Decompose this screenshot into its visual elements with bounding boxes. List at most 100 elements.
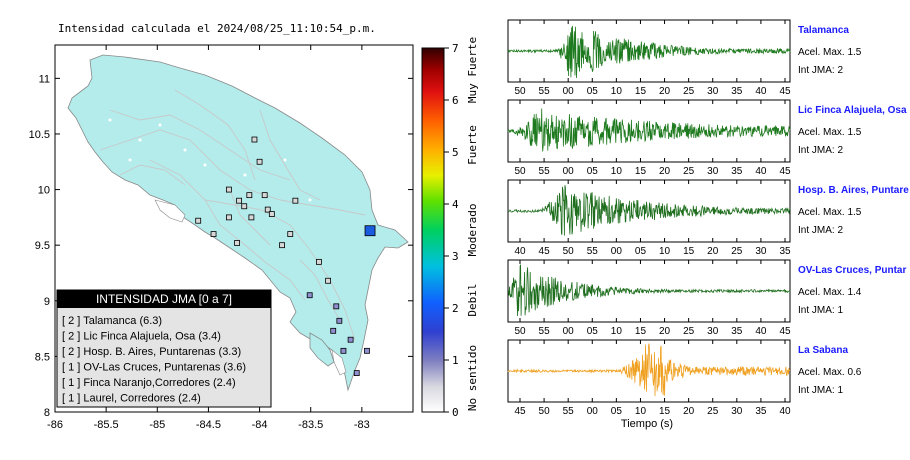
trace-tick-label: 25 [683, 326, 695, 337]
waveform-line [507, 25, 791, 79]
legend-entry: [ 2 ] Talamanca (6.3) [62, 315, 162, 327]
trace-tick-label: 25 [683, 86, 695, 97]
station-marker [340, 347, 347, 354]
colorbar-ticks: 0 1 2 3 4 5 6 7 [444, 42, 459, 419]
trace-tick-label: 55 [539, 86, 551, 97]
colorbar-tick-label: 6 [452, 94, 459, 107]
trace-tick-label: 40 [755, 86, 767, 97]
colorbar-tick-label: 0 [452, 406, 459, 419]
intensity-colorbar: 0 1 2 3 4 5 6 7 No sentido Debil Moderado Fuerte Mu… [421, 37, 479, 419]
trace-panel: 45 50 55 00 05 10 15 20 25 30 35 40 La Sabana Acel. M… [507, 339, 862, 417]
station-marker [225, 186, 232, 193]
station-marker [210, 231, 217, 237]
trace-tick-label: 30 [731, 406, 743, 417]
trace-tick-label: 00 [563, 166, 575, 177]
trace-tick-label: 10 [659, 246, 671, 257]
trace-tick-label: 55 [587, 246, 599, 257]
station-name: OV-Las Cruces, Puntar [798, 265, 906, 276]
station-marker [287, 231, 294, 237]
station-marker [256, 158, 263, 165]
station-marker [236, 197, 243, 204]
map-x-tick-label: -84 [252, 419, 268, 431]
trace-tick-label: 00 [587, 406, 599, 417]
legend-entry: [ 2 ] Hosp. B. Aires, Puntarenas (3.3) [62, 346, 241, 358]
legend-entry: [ 2 ] Lic Finca Alajuela, Osa (3.4) [62, 331, 221, 343]
map-x-tick-label: -85.5 [94, 419, 119, 431]
trace-tick-label: 30 [707, 86, 719, 97]
legend-header [57, 290, 271, 308]
trace-tick-label: 55 [539, 166, 551, 177]
map-y-tick-label: 9.5 [35, 240, 50, 252]
station-acceleration: Acel. Max. 1.5 [798, 207, 862, 218]
station-name: Lic Finca Alajuela, Osa [798, 105, 907, 116]
map-x-tick-label: -86 [47, 419, 63, 431]
colorbar-category-label: Moderado [466, 204, 479, 257]
colorbar-labels: No sentido Debil Moderado Fuerte Muy Fuerte [466, 37, 479, 411]
trace-tick-label: 15 [683, 246, 695, 257]
station-marker [225, 214, 232, 221]
nicoya-gulf-water [154, 199, 186, 223]
legend-entry: [ 1 ] Laurel, Corredores (2.4) [62, 393, 201, 405]
waveform-line [507, 263, 791, 317]
trace-tick-label: 30 [707, 326, 719, 337]
trace-tick-label: 10 [635, 406, 647, 417]
map-x-tick-label: -84.5 [196, 419, 221, 431]
station-marker [306, 292, 313, 299]
station-intensity: Int JMA: 1 [798, 385, 843, 396]
time-axis-label: Tiempo (s) [621, 418, 673, 430]
station-marker [353, 370, 360, 376]
trace-tick-label: 20 [659, 166, 671, 177]
trace-tick-label: 35 [731, 86, 743, 97]
station-intensity: Int JMA: 2 [798, 225, 843, 236]
epicenter-marker [364, 225, 376, 237]
trace-tick-label: 00 [563, 86, 575, 97]
legend-title: INTENSIDAD JMA [0 a 7] [96, 292, 232, 306]
trace-tick-label: 25 [731, 246, 743, 257]
map-x-tick-label: -83.5 [298, 419, 323, 431]
trace-panel: 40 45 50 55 00 05 10 15 20 25 30 35 Hosp. B. Aires, … [507, 179, 909, 257]
map-x-tick-label: -83 [354, 419, 370, 431]
legend-entry: [ 1 ] OV-Las Cruces, Puntarenas (3.6) [62, 362, 246, 374]
map-title: Intensidad calculada el 2024/08/25_11:10… [58, 22, 376, 35]
trace-tick-label: 25 [707, 406, 719, 417]
station-layer [195, 136, 370, 376]
trace-tick-label: 55 [563, 406, 575, 417]
trace-tick-label: 20 [659, 326, 671, 337]
station-intensity: Int JMA: 1 [798, 305, 843, 316]
trace-tick-label: 45 [539, 246, 551, 257]
trace-tick-label: 25 [683, 166, 695, 177]
trace-tick-label: 20 [707, 246, 719, 257]
trace-tick-label: 05 [611, 406, 623, 417]
trace-tick-label: 35 [755, 406, 767, 417]
station-marker [248, 214, 255, 221]
map-y-tick-label: 10 [38, 185, 50, 197]
trace-tick-label: 45 [514, 406, 526, 417]
station-acceleration: Acel. Max. 0.6 [798, 367, 862, 378]
station-name: La Sabana [798, 345, 848, 356]
map-x-tick-label: -85 [149, 419, 165, 431]
trace-panel: 50 55 00 05 10 15 20 25 30 35 40 45 Lic Finca Alajue… [507, 99, 907, 177]
trace-tick-label: 40 [779, 406, 791, 417]
station-marker [325, 277, 332, 284]
trace-tick-label: 35 [731, 326, 743, 337]
station-marker [347, 336, 354, 343]
trace-tick-label: 05 [635, 246, 647, 257]
station-acceleration: Acel. Max. 1.5 [798, 47, 862, 58]
trace-tick-label: 15 [635, 326, 647, 337]
trace-tick-label: 55 [539, 326, 551, 337]
trace-tick-label: 20 [683, 406, 695, 417]
trace-tick-label: 30 [707, 166, 719, 177]
colorbar-tick-label: 3 [452, 250, 459, 263]
trace-tick-label: 05 [587, 86, 599, 97]
waveform-line [507, 343, 791, 397]
road-network [99, 89, 366, 341]
station-name: Talamanca [798, 25, 849, 36]
trace-tick-label: 50 [563, 246, 575, 257]
trace-tick-label: 30 [755, 246, 767, 257]
station-marker [336, 317, 343, 324]
colorbar-category-label: Muy Fuerte [466, 37, 479, 103]
trace-panel: 50 55 00 05 10 15 20 25 30 35 40 45 Talamanca Acel. M… [507, 19, 862, 97]
station-marker [241, 203, 248, 210]
trace-tick-label: 10 [611, 86, 623, 97]
map-y-tick-label: 9 [44, 296, 50, 308]
